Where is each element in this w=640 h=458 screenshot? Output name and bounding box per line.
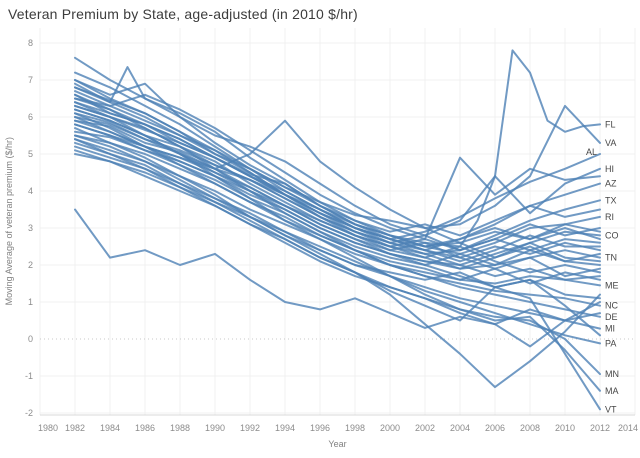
x-tick-label: 1984 <box>100 423 120 433</box>
x-tick-label: 1998 <box>345 423 365 433</box>
state-label-me: ME <box>605 280 619 290</box>
y-tick-label: 4 <box>28 186 33 196</box>
x-tick-label: 2002 <box>415 423 435 433</box>
y-tick-label: -2 <box>25 408 33 418</box>
state-label-tn: TN <box>605 253 617 263</box>
series-line-tn[interactable] <box>74 112 601 270</box>
state-label-mi: MI <box>605 324 615 334</box>
state-label-de: DE <box>605 312 618 322</box>
series-line-me[interactable] <box>74 138 601 287</box>
state-label-hi: HI <box>605 164 614 174</box>
x-tick-label: 1992 <box>240 423 260 433</box>
state-label-ma: MA <box>605 386 619 396</box>
y-tick-label: 5 <box>28 149 33 159</box>
x-axis-title: Year <box>328 439 347 449</box>
series-line-hi[interactable] <box>74 79 601 237</box>
x-tick-label: 1988 <box>170 423 190 433</box>
y-tick-label: 7 <box>28 75 33 85</box>
x-tick-label: 2010 <box>555 423 575 433</box>
y-tick-label: 0 <box>28 334 33 344</box>
state-label-tx: TX <box>605 195 617 205</box>
state-label-al: AL <box>586 147 597 157</box>
series-line[interactable] <box>74 138 601 348</box>
y-tick-label: 2 <box>28 260 33 270</box>
x-tick-label: 2000 <box>380 423 400 433</box>
y-axis-title: Moving Average of veteran premium ($/hr) <box>4 137 14 306</box>
y-tick-label: 1 <box>28 297 33 307</box>
x-tick-label: 2008 <box>520 423 540 433</box>
series-line[interactable] <box>74 104 601 274</box>
series-line[interactable] <box>74 90 601 252</box>
series-line[interactable] <box>74 123 601 266</box>
series-line[interactable] <box>74 101 601 248</box>
x-tick-label: 2012 <box>590 423 610 433</box>
series-line[interactable] <box>74 208 601 329</box>
x-tick-label: 2004 <box>450 423 470 433</box>
y-tick-label: 8 <box>28 38 33 48</box>
state-label-pa: PA <box>605 338 616 348</box>
series-line[interactable] <box>74 66 601 263</box>
series-line[interactable] <box>74 127 601 389</box>
x-tick-label: 1980 <box>38 423 58 433</box>
series-line[interactable] <box>74 108 601 337</box>
x-tick-label: 1994 <box>275 423 295 433</box>
y-tick-label: 3 <box>28 223 33 233</box>
state-label-va: VA <box>605 138 616 148</box>
series-line[interactable] <box>74 71 601 281</box>
state-label-nc: NC <box>605 301 618 311</box>
y-tick-label: 6 <box>28 112 33 122</box>
series-line[interactable] <box>74 93 601 266</box>
x-tick-label: 1990 <box>205 423 225 433</box>
state-label-vt: VT <box>605 404 617 414</box>
x-tick-label: 1986 <box>135 423 155 433</box>
state-label-az: AZ <box>605 179 617 189</box>
series-line-vt[interactable] <box>74 141 601 411</box>
state-label-co: CO <box>605 230 619 240</box>
chart-title: Veteran Premium by State, age-adjusted (… <box>8 6 358 22</box>
x-tick-label: 1982 <box>65 423 85 433</box>
state-label-fl: FL <box>605 119 616 129</box>
series-line[interactable] <box>74 86 601 237</box>
y-axis-title-wrap: Moving Average of veteran premium ($/hr) <box>2 28 16 415</box>
series-line[interactable] <box>74 134 601 285</box>
y-tick-label: -1 <box>25 371 33 381</box>
x-tick-label: 1996 <box>310 423 330 433</box>
state-label-mn: MN <box>605 369 619 379</box>
x-tick-label: 2006 <box>485 423 505 433</box>
series-line[interactable] <box>74 79 601 248</box>
x-tick-label: 2014 <box>618 423 638 433</box>
state-label-ri: RI <box>605 212 614 222</box>
